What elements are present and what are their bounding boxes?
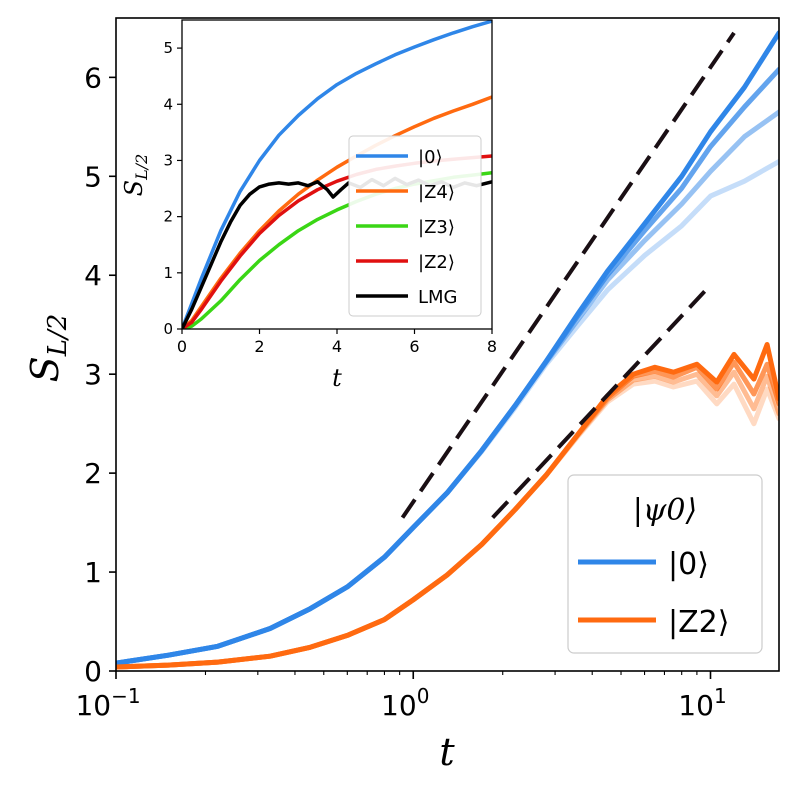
inset-ytick-label-3: 3	[163, 151, 173, 169]
main-legend-label-1: |Z2⟩	[668, 605, 729, 640]
inset-xtick-label-4: 8	[487, 337, 497, 356]
main-y-axis-label: SL/2	[23, 314, 73, 383]
inset-xtick-label-2: 4	[332, 337, 342, 356]
main-xtick-label-0: 10−1	[75, 684, 140, 722]
inset-xtick-label-3: 6	[409, 337, 419, 356]
main-ytick-label-6: 6	[84, 61, 102, 94]
inset-y-axis-label: SL/2	[120, 154, 151, 197]
main-ytick-label-0: 0	[84, 655, 102, 688]
main-series-group	[116, 30, 779, 670]
main-xtick-label-1: 100	[381, 684, 429, 722]
main-legend-title: |ψ0⟩	[633, 493, 697, 528]
main-ytick-label-4: 4	[84, 259, 102, 292]
main-ytick-label-3: 3	[84, 358, 102, 391]
inset-ytick-label-0: 0	[163, 320, 173, 338]
inset-ticks: 0 1 2 3 4 5 0 2 4 6 8	[163, 39, 497, 356]
inset-y-label-main: S	[120, 180, 148, 196]
main-x-axis-label: t	[439, 730, 455, 774]
main-y-label-main: S	[23, 356, 67, 382]
main-fit-lines	[400, 31, 736, 520]
main-legend-label-0: |0⟩	[668, 547, 709, 582]
main-ytick-label-5: 5	[84, 160, 102, 193]
inset-xtick-label-0: 0	[177, 337, 187, 356]
inset-legend-label-2: |Z3⟩	[418, 217, 455, 238]
inset-y-label-sub: L/2	[132, 154, 151, 181]
main-y-label-sub: L/2	[43, 314, 73, 358]
inset-legend-label-1: |Z4⟩	[418, 182, 455, 203]
main-series-line-4	[116, 342, 779, 670]
inset-ytick-label-1: 1	[163, 264, 173, 282]
inset-x-axis-label: t	[332, 364, 342, 392]
inset-legend-frame	[348, 135, 482, 317]
main-frame	[115, 17, 780, 672]
main-legend: |ψ0⟩ |0⟩ |Z2⟩	[567, 474, 763, 654]
inset-series-line-0	[182, 20, 492, 329]
main-fit-dashed-line-1	[491, 283, 712, 520]
main-fit-dashed-line-0	[400, 31, 736, 519]
main-ytick-label-2: 2	[84, 457, 102, 490]
inset-xtick-label-1: 2	[254, 337, 264, 356]
inset-axes: 0 1 2 3 4 5 0 2 4 6 8 t SL/2 |0⟩ |Z4⟩ |Z3⟩ |Z2⟩ LM…	[120, 19, 497, 392]
inset-legend: |0⟩ |Z4⟩ |Z3⟩ |Z2⟩ LMG	[348, 135, 482, 317]
inset-ytick-label-2: 2	[163, 208, 173, 226]
inset-legend-label-3: |Z2⟩	[418, 252, 455, 273]
inset-ytick-label-5: 5	[163, 39, 173, 57]
main-legend-frame	[567, 474, 763, 654]
inset-legend-label-0: |0⟩	[418, 147, 443, 168]
main-ytick-label-1: 1	[84, 556, 102, 589]
inset-ytick-label-4: 4	[163, 95, 173, 113]
inset-legend-label-4: LMG	[418, 287, 458, 308]
main-series-line-0	[116, 30, 779, 666]
main-xtick-label-2: 101	[678, 684, 726, 722]
